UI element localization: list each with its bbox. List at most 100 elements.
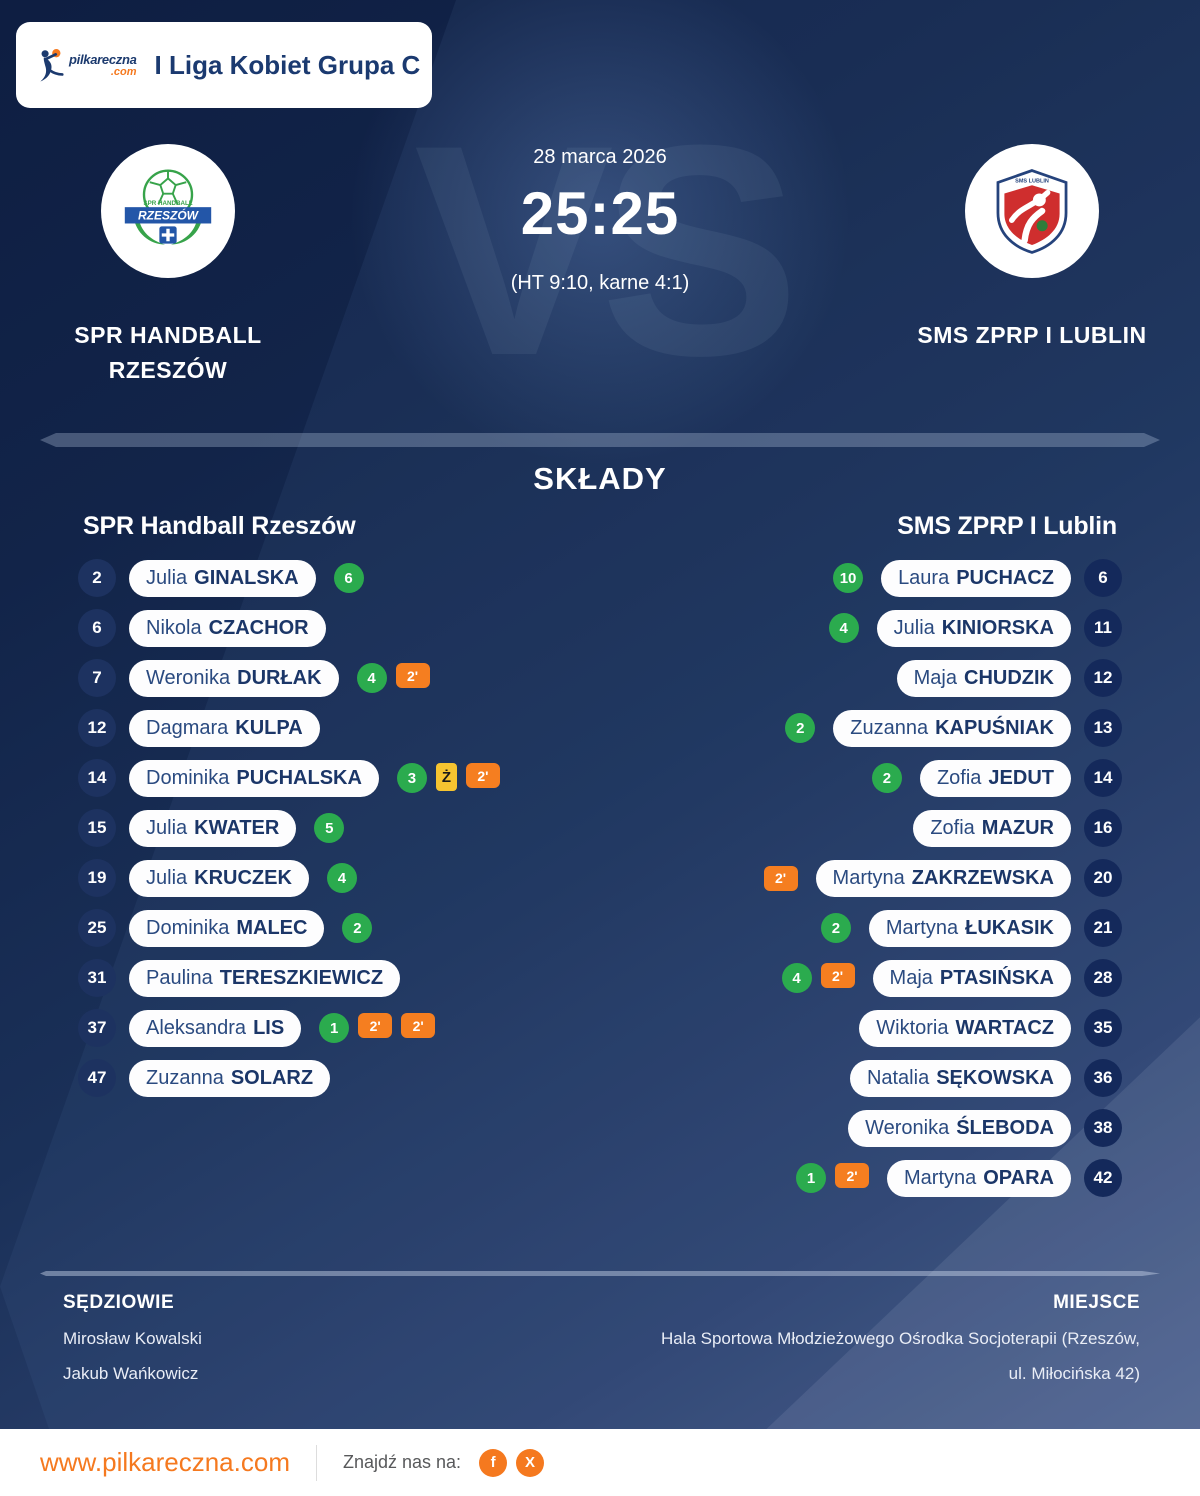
home-team-block: SPR HANDBALL RZESZÓW SPR HANDBALL RZESZÓ…: [16, 144, 320, 387]
player-number: 14: [1084, 759, 1122, 797]
facebook-icon[interactable]: f: [479, 1448, 508, 1477]
player-last-name: GINALSKA: [194, 566, 299, 589]
x-icon[interactable]: X: [516, 1448, 545, 1477]
brand-tld: .com: [110, 65, 137, 78]
player-badges: 3 Ż 2': [396, 763, 500, 793]
player-name-pill: Dagmara KULPA: [129, 709, 320, 747]
site-url-link[interactable]: www.pilkareczna.com: [40, 1447, 290, 1477]
find-us-label: Znajdź nas na:: [342, 1452, 462, 1472]
home-crest-icon: SPR HANDBALL RZESZÓW: [124, 169, 212, 245]
player-row: 4 Julia KINIORSKA 11: [520, 603, 1200, 653]
player-first-name: Zofia: [930, 816, 975, 839]
player-last-name: OPARA: [983, 1166, 1054, 1189]
player-number: 28: [1084, 959, 1122, 997]
player-first-name: Aleksandra: [146, 1016, 247, 1039]
player-name-pill: Julia KINIORSKA: [876, 609, 1071, 647]
player-number: 38: [1084, 1109, 1122, 1147]
player-first-name: Natalia: [866, 1066, 930, 1089]
player-name-pill: Julia KRUCZEK: [129, 859, 309, 897]
player-name-pill: Martyna ŁUKASIK: [868, 909, 1071, 947]
player-row: 15 Julia KWATER 5: [0, 803, 680, 853]
player-row: Zofia MAZUR 16: [520, 803, 1200, 853]
player-number: 37: [78, 1009, 116, 1047]
match-date: 28 marca 2026: [533, 146, 667, 168]
goals-badge: 2: [785, 713, 816, 743]
player-name-pill: Dominika PUCHALSKA: [129, 759, 379, 797]
away-team-crest: SMS LUBLIN: [965, 144, 1099, 278]
player-last-name: CZACHOR: [208, 616, 309, 639]
player-row: Wiktoria WARTACZ 35: [520, 1003, 1200, 1053]
player-last-name: ŁUKASIK: [965, 916, 1054, 939]
player-badges: 2: [342, 913, 373, 943]
player-name-pill: Zofia MAZUR: [913, 809, 1071, 847]
player-name-pill: Zofia JEDUT: [919, 759, 1071, 797]
home-crest-banner-text: RZESZÓW: [138, 208, 200, 223]
player-name-pill: Martyna ZAKRZEWSKA: [815, 859, 1071, 897]
player-badges: 2: [820, 913, 851, 943]
away-team-block: SMS LUBLIN SMS ZPRP I LUBLIN: [880, 144, 1184, 353]
two-minute-badge: 2': [395, 663, 430, 688]
player-name-pill: Julia KWATER: [129, 809, 297, 847]
player-number: 20: [1084, 859, 1122, 897]
player-first-name: Weronika: [865, 1116, 950, 1139]
player-first-name: Julia: [146, 866, 188, 889]
player-first-name: Julia: [146, 816, 188, 839]
two-minute-badge: 2': [401, 1013, 436, 1038]
player-first-name: Julia: [893, 616, 935, 639]
referees-block: SĘDZIOWIE Mirosław Kowalski Jakub Wańkow…: [63, 1292, 202, 1385]
home-lineup-header: SPR Handball Rzeszów: [83, 512, 356, 540]
player-number: 13: [1084, 709, 1122, 747]
player-first-name: Zuzanna: [146, 1066, 224, 1089]
lineups-title: SKŁADY: [533, 461, 667, 496]
player-last-name: WARTACZ: [955, 1016, 1055, 1039]
player-number: 42: [1084, 1159, 1122, 1197]
player-row: 47 Zuzanna SOLARZ: [0, 1053, 680, 1103]
player-last-name: SĘKOWSKA: [936, 1066, 1054, 1089]
goals-badge: 3: [396, 763, 427, 793]
player-last-name: CHUDZIK: [964, 666, 1054, 689]
home-lineup-list: 2 Julia GINALSKA 6 6 Nikola CZACHOR 7 Weronika DU…: [0, 553, 680, 1103]
player-first-name: Dominika: [146, 766, 230, 789]
player-badges: 2: [871, 763, 902, 793]
player-name-pill: Weronika DURŁAK: [129, 659, 339, 697]
two-minute-badge: 2': [763, 865, 798, 891]
player-number: 6: [1084, 559, 1122, 597]
player-name-pill: Natalia SĘKOWSKA: [849, 1059, 1071, 1097]
two-minute-badge: 2': [835, 1163, 869, 1188]
player-name-pill: Zuzanna SOLARZ: [129, 1059, 331, 1097]
player-number: 14: [78, 759, 116, 797]
venue-line: ul. Miłocińska 42): [1008, 1364, 1140, 1384]
away-lineup-header: SMS ZPRP I Lublin: [897, 512, 1117, 540]
player-row: 2 Zofia JEDUT 14: [520, 753, 1200, 803]
player-name-pill: Dominika MALEC: [129, 909, 325, 947]
player-first-name: Nikola: [146, 616, 202, 639]
player-first-name: Martyna: [904, 1166, 977, 1189]
goals-badge: 2: [871, 763, 902, 793]
goals-badge: 6: [333, 563, 364, 593]
vs-watermark: VS: [413, 82, 800, 418]
player-name-pill: Martyna OPARA: [887, 1159, 1071, 1197]
player-name-pill: Paulina TERESZKIEWICZ: [129, 959, 401, 997]
brand-name: pilkareczna: [69, 51, 137, 67]
referee-name: Jakub Wańkowicz: [63, 1364, 199, 1384]
player-row: 10 Laura PUCHACZ 6: [520, 553, 1200, 603]
player-row: 25 Dominika MALEC 2: [0, 903, 680, 953]
player-first-name: Dominika: [146, 916, 230, 939]
player-badges: 1 2': [796, 1163, 869, 1193]
player-row: 2 Julia GINALSKA 6: [0, 553, 680, 603]
player-last-name: ZAKRZEWSKA: [911, 866, 1054, 889]
player-badges: 10: [833, 563, 864, 593]
league-title: I Liga Kobiet Grupa C: [154, 49, 421, 80]
player-last-name: KAPUŚNIAK: [935, 716, 1054, 739]
player-number: 25: [78, 909, 116, 947]
player-last-name: KWATER: [194, 816, 280, 839]
player-name-pill: Zuzanna KAPUŚNIAK: [833, 709, 1071, 747]
player-badges: 5: [314, 813, 345, 843]
player-row: 2' Martyna ZAKRZEWSKA 20: [520, 853, 1200, 903]
player-name-pill: Maja CHUDZIK: [896, 659, 1071, 697]
player-last-name: LIS: [253, 1016, 285, 1039]
away-lineup-list: 10 Laura PUCHACZ 6 4 Julia KINIORSKA 11 Maja CHUD…: [520, 553, 1200, 1203]
player-last-name: PUCHACZ: [956, 566, 1054, 589]
player-last-name: SOLARZ: [230, 1066, 314, 1089]
